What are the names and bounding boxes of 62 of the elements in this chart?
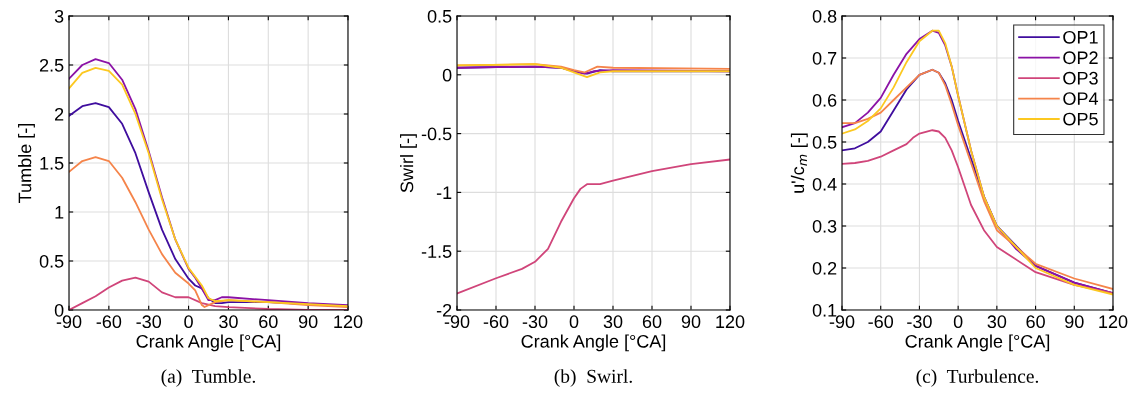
x-axis-title: Crank Angle [°CA] — [905, 334, 1050, 352]
y-tick-label: 1 — [55, 206, 64, 219]
x-axis-title: Crank Angle [°CA] — [136, 334, 281, 352]
x-tick-label: 30 — [603, 315, 623, 329]
y-tick-label: 0.8 — [812, 9, 837, 23]
x-tick-label: 30 — [987, 315, 1007, 329]
x-tick-label: -60 — [96, 315, 122, 329]
text: (b) Swirl. — [554, 369, 632, 387]
y-tick-label: 3 — [54, 9, 64, 23]
y-tick-label: 1.5 — [40, 157, 64, 170]
y-tick-label: 0.5 — [427, 9, 452, 23]
x-tick-label: -60 — [868, 315, 894, 329]
y-tick-label: 0.6 — [812, 93, 837, 107]
y-tick-label: 0.5 — [39, 254, 64, 268]
line-series — [842, 129, 1113, 295]
x-axis-title: Crank Angle [°CA] — [521, 334, 666, 352]
y-axis-title: u'/c$_{m}$ [-] — [790, 133, 808, 193]
y-tick-label: 2 — [55, 107, 64, 121]
x-tick-label: 90 — [298, 315, 318, 329]
x-tick-label: 120 — [1099, 315, 1128, 329]
x-tick-label: -30 — [907, 315, 932, 329]
line-series — [457, 63, 730, 79]
legend-label: OP3 — [1063, 71, 1098, 85]
x-tick-label: 60 — [642, 315, 662, 329]
x-tick-label: 60 — [1026, 315, 1045, 329]
x-tick-label: 30 — [219, 315, 238, 329]
y-tick-label: 0.3 — [812, 219, 837, 233]
y-tick-label: -2 — [436, 303, 452, 317]
y-tick-label: -1.5 — [421, 245, 452, 258]
x-tick-label: 0 — [184, 315, 193, 329]
x-tick-label: -30 — [136, 315, 162, 329]
y-axis-title: Swirl [-] — [400, 134, 417, 193]
y-tick-label: -0.5 — [421, 127, 452, 141]
x-tick-label: -30 — [522, 315, 548, 329]
y-tick-label: 0.4 — [812, 177, 837, 191]
x-tick-label: 0 — [569, 315, 579, 329]
legend-label: OP4 — [1063, 92, 1099, 106]
x-tick-label: 90 — [1065, 315, 1084, 329]
x-tick-label: 0 — [953, 315, 963, 329]
y-tick-label: 0.5 — [812, 135, 837, 149]
x-tick-label: -90 — [444, 315, 470, 329]
y-axis-title: Tumble [-] — [18, 123, 35, 203]
legend-label: OP5 — [1063, 112, 1098, 126]
x-tick-label: 60 — [259, 315, 278, 329]
legend-label: OP1 — [1063, 30, 1098, 44]
x-tick-label: -90 — [829, 315, 855, 329]
text: (c) Turbulence. — [916, 369, 1039, 387]
y-tick-label: 0 — [54, 303, 64, 317]
y-tick-label: 0 — [442, 68, 452, 82]
x-tick-label: -90 — [56, 315, 82, 329]
x-tick-label: 120 — [716, 315, 745, 329]
y-tick-label: 2.5 — [39, 58, 64, 72]
x-tick-label: -60 — [483, 315, 509, 329]
line-series — [457, 158, 730, 295]
y-tick-label: 0.7 — [812, 51, 837, 65]
legend-label: OP2 — [1063, 51, 1098, 65]
x-tick-label: 90 — [681, 315, 701, 329]
y-tick-label: 0.1 — [812, 303, 837, 317]
y-tick-label: 0.2 — [812, 261, 837, 275]
text: (a) Tumble. — [161, 369, 256, 387]
x-tick-label: 120 — [334, 315, 363, 329]
y-tick-label: -1 — [436, 186, 452, 199]
